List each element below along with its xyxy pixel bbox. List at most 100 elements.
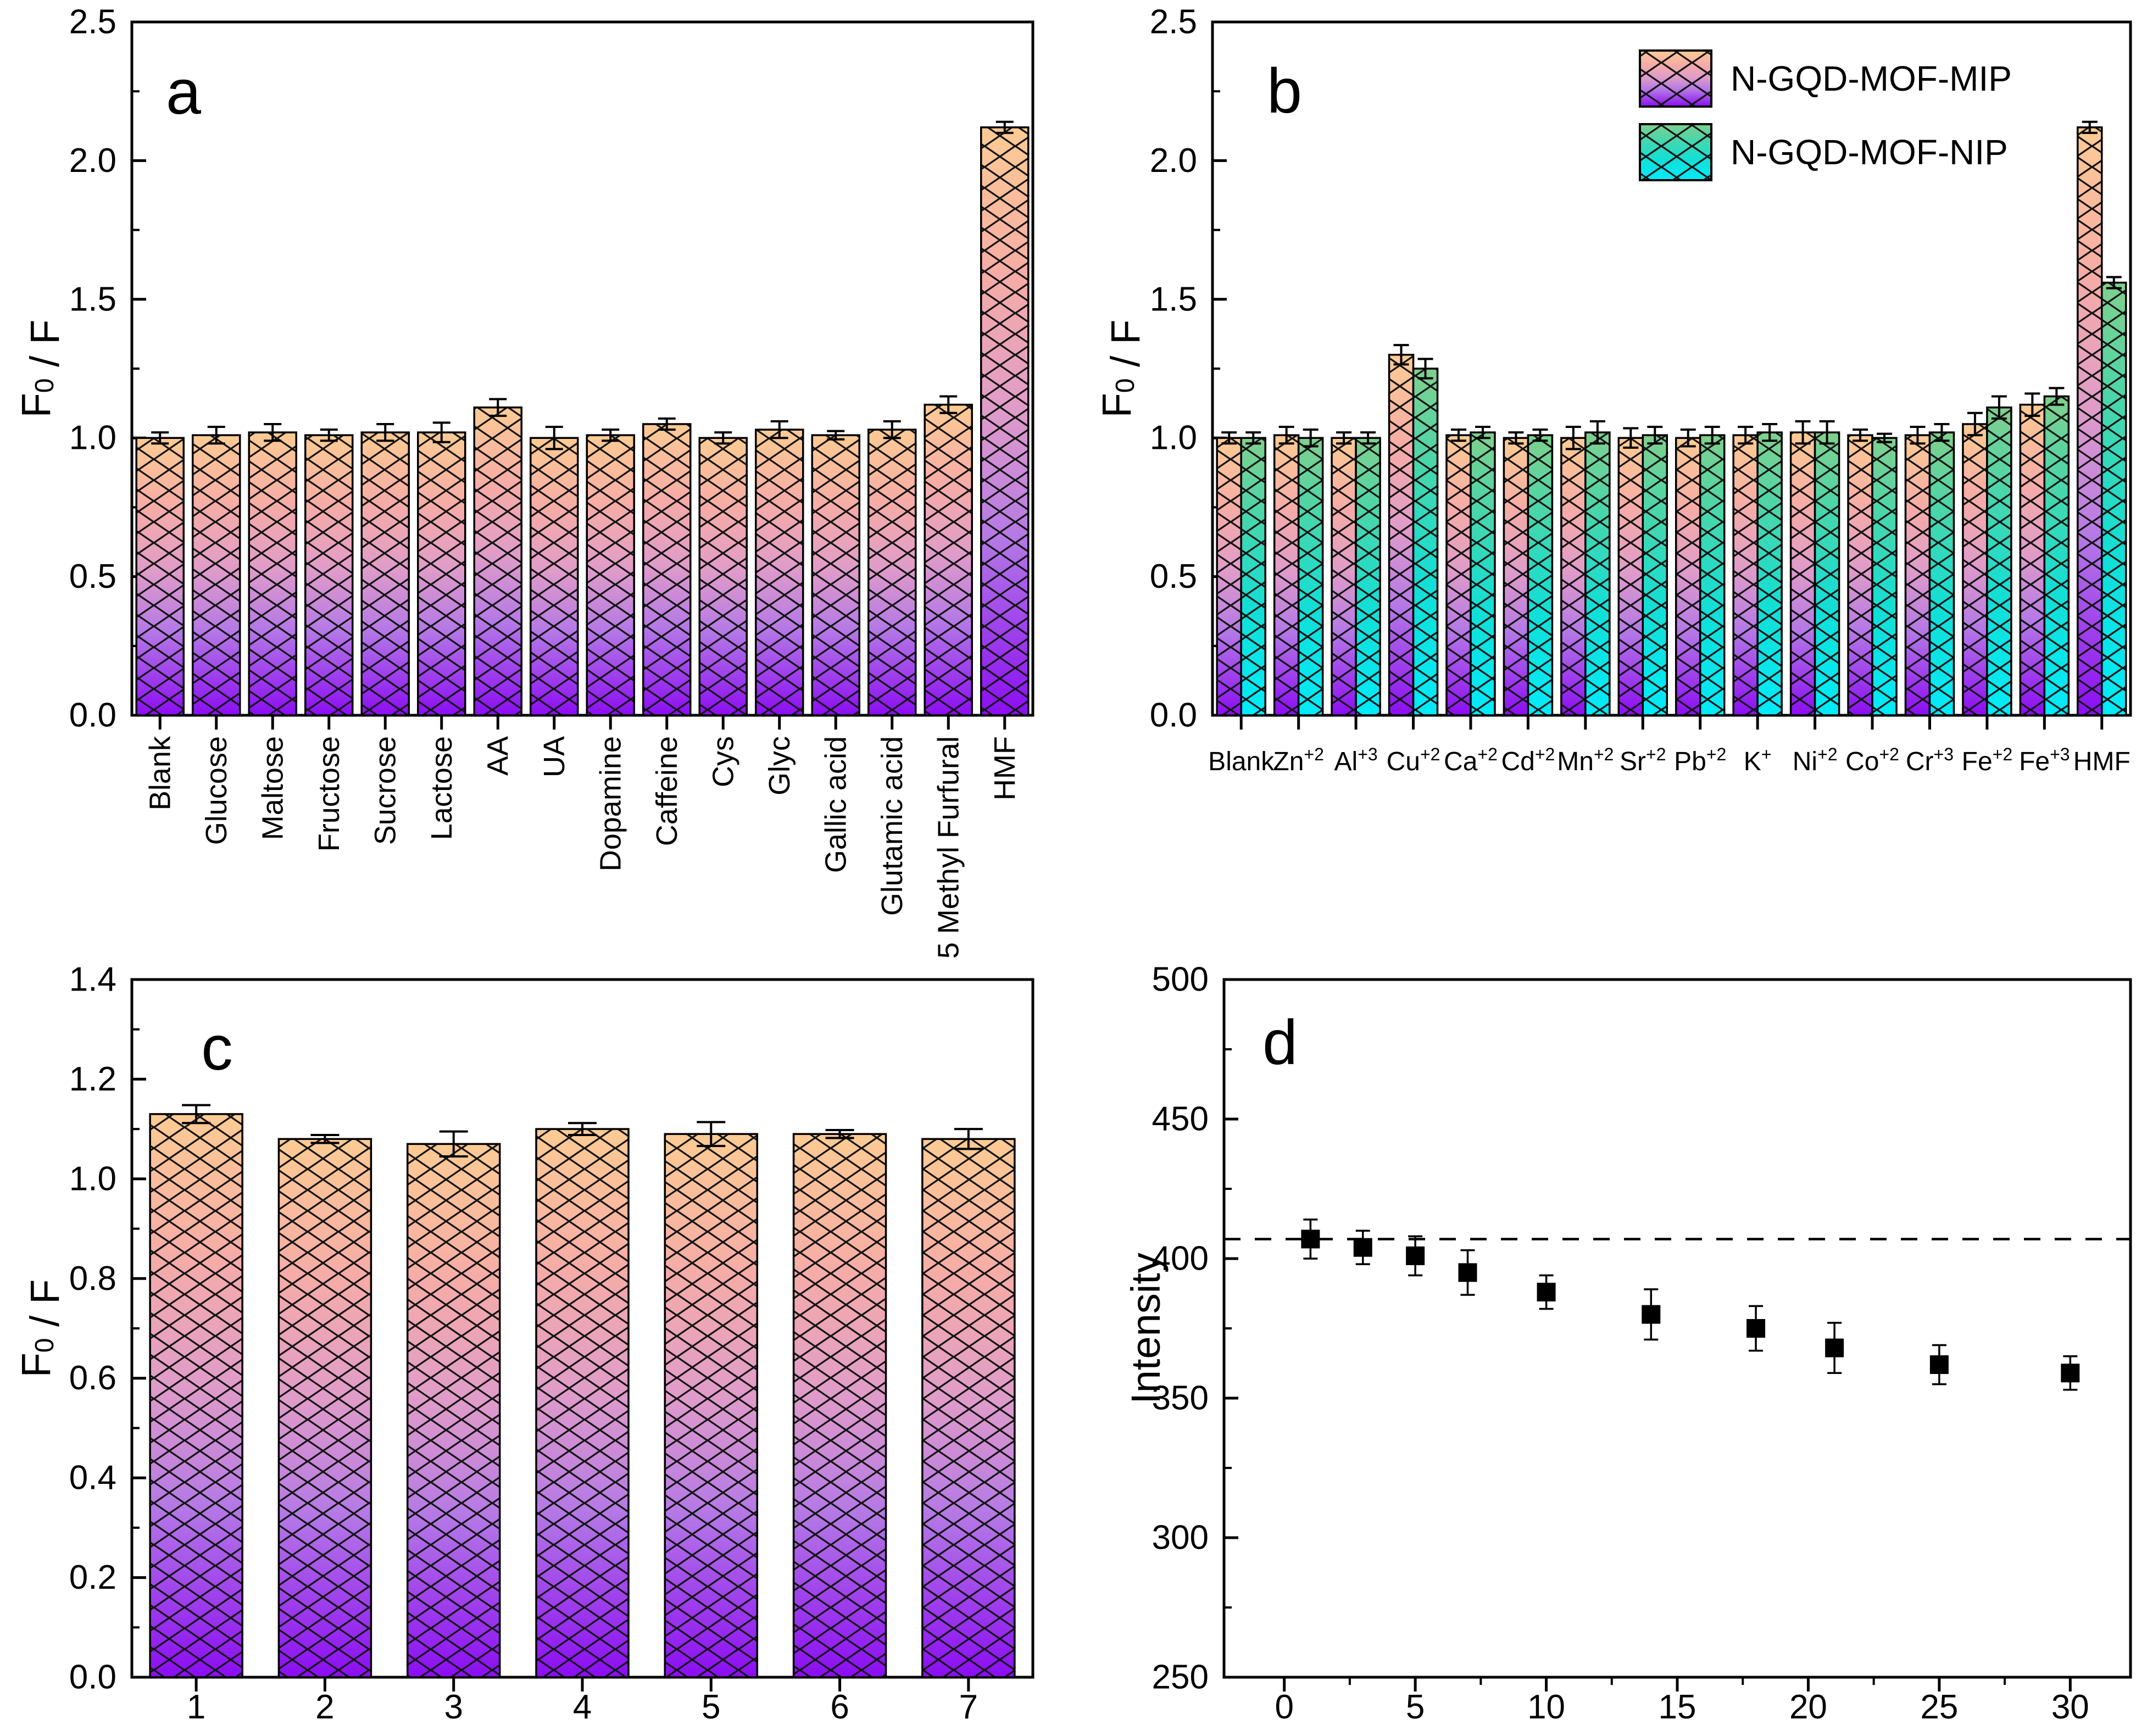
x-tick-label: Cr+3 [1906, 744, 1954, 776]
x-tick-label: Cu+2 [1387, 744, 1440, 776]
x-tick-label: 15 [1659, 1688, 1696, 1726]
bar [1732, 434, 1759, 716]
bar [1871, 437, 1898, 716]
error-bar [1762, 422, 1778, 442]
data-point-marker [1406, 1246, 1425, 1265]
bar [586, 434, 635, 716]
x-tick-label: 4 [573, 1688, 592, 1726]
bar [1527, 434, 1554, 716]
y-axis-title: F0 / F [13, 320, 68, 418]
x-tick-superscript: +2 [1420, 744, 1440, 764]
error-bar [2049, 387, 2065, 406]
data-point-marker [1929, 1355, 1949, 1375]
x-tick-label: Lactose [425, 736, 458, 840]
x-tick-base: Co [1845, 747, 1879, 776]
bar [664, 1133, 759, 1678]
x-tick-base: Zn [1273, 747, 1304, 776]
error-bar [264, 422, 282, 442]
y-axis-title-part: / F [22, 1279, 68, 1338]
y-tick-label: 1.5 [1150, 280, 1197, 318]
y-axis-title-part: / F [1103, 320, 1148, 379]
x-tick-label: 20 [1789, 1688, 1827, 1726]
error-bar [1853, 429, 1868, 442]
legend-label: N-GQD-MOF-MIP [1731, 59, 2012, 98]
panel-a: 0.0 0.5 1.0 1.5 2.0 2.5 F0 / F a Blank Glucose Mal… [13, 3, 1034, 959]
bar [1962, 423, 1988, 716]
error-bar [1704, 426, 1720, 445]
bar [980, 126, 1030, 716]
x-tick-label: 5 [702, 1688, 720, 1726]
bar [1355, 437, 1381, 716]
bar [1240, 437, 1266, 716]
error-bar [2024, 392, 2040, 417]
y-axis-title-part: / F [22, 320, 68, 379]
legend: N-GQD-MOF-MIP N-GQD-MOF-NIP [1639, 49, 2012, 181]
y-tick-label: 0.0 [69, 1659, 116, 1696]
x-tick-label: K+ [1744, 744, 1772, 776]
error-bar [489, 398, 507, 417]
y-axis-title-sub: 0 [30, 1338, 59, 1353]
x-tick-label: Blank [1208, 747, 1275, 776]
error-bar [1303, 429, 1319, 448]
bar [1814, 431, 1840, 716]
y-tick-label: 400 [1152, 1240, 1209, 1278]
y-axis-title: Intensity [1123, 1253, 1169, 1404]
error-bar [1819, 420, 1835, 445]
bar [642, 423, 692, 716]
x-tick-label: Ca+2 [1444, 744, 1498, 776]
error-bar [1589, 420, 1605, 445]
bar [535, 1128, 630, 1678]
bar [530, 437, 579, 716]
x-tick-label: Fe+3 [2019, 744, 2070, 776]
bar [1675, 437, 1701, 716]
x-tick-base: Sr [1620, 747, 1646, 776]
bar [2101, 281, 2127, 716]
error-bar [697, 1121, 726, 1147]
y-tick-label: 2.0 [1150, 142, 1197, 180]
bar [360, 431, 410, 716]
bar [1756, 431, 1783, 716]
y-tick-label: 0.4 [69, 1459, 116, 1497]
x-tick-label: Sucrose [369, 736, 402, 845]
error-bar [1360, 431, 1376, 445]
error-bar [151, 431, 169, 445]
bar [1904, 434, 1931, 716]
x-tick-label: 6 [830, 1688, 849, 1726]
error-bar [1508, 431, 1524, 445]
x-tick-label: Blank [143, 736, 176, 810]
x-tick-base: Cu [1387, 747, 1420, 776]
bar [149, 1113, 243, 1678]
bar [1699, 434, 1726, 716]
error-bar [1647, 426, 1663, 445]
error-bar [1221, 431, 1237, 445]
bar [1847, 434, 1873, 716]
bar [811, 434, 860, 716]
bar [135, 437, 185, 716]
x-tick-label: HMF [988, 736, 1021, 800]
x-tick-label: 25 [1920, 1688, 1958, 1726]
bar [1412, 368, 1439, 716]
x-tick-base: Mn [1557, 747, 1594, 776]
x-tick-superscript: +2 [1646, 744, 1666, 764]
error-bar [939, 395, 958, 414]
x-tick-superscript: +2 [1477, 744, 1497, 764]
x-tick-label: 5 [1406, 1688, 1425, 1726]
bar [755, 429, 804, 716]
error-bar [1336, 431, 1352, 445]
error-bar [1417, 358, 1433, 380]
y-tick-label: 2.5 [69, 3, 116, 41]
y-tick-label: 1.0 [1150, 419, 1197, 457]
panel-letter: c [201, 1013, 233, 1083]
y-axis-title: F0 / F [1094, 320, 1148, 418]
error-bar [1393, 344, 1409, 366]
x-tick-base: HMF [2073, 747, 2131, 776]
legend-swatch [1639, 49, 1712, 108]
panel-letter: a [166, 57, 201, 127]
error-bar [320, 429, 338, 442]
x-tick-superscript: +2 [1304, 744, 1323, 764]
x-tick-label: 30 [2051, 1688, 2089, 1726]
x-tick-superscript: + [1761, 744, 1772, 764]
y-tick-label: 0.8 [69, 1260, 116, 1298]
y-axis-title-part: F [1094, 393, 1139, 418]
